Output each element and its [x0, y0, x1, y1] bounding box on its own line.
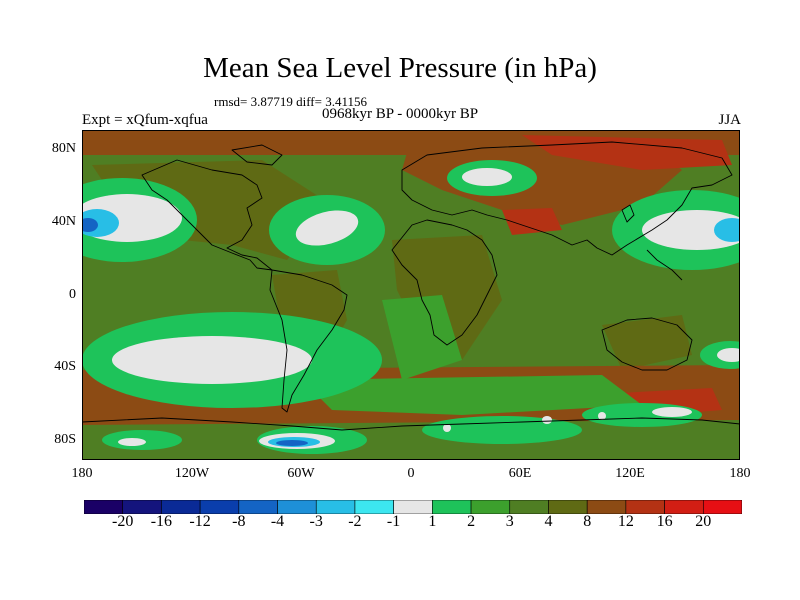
colorbar-swatch — [432, 500, 472, 514]
colorbar-swatch — [509, 500, 549, 514]
colorbar-swatch — [664, 500, 704, 514]
colorbar-swatch — [393, 500, 433, 514]
coast-australia — [601, 317, 693, 371]
colorbar-label: -3 — [309, 513, 323, 530]
field-arctic-white — [462, 168, 512, 186]
colorbar-label: 4 — [544, 513, 553, 530]
coast-antarctica — [82, 417, 740, 431]
field-layer — [82, 130, 740, 460]
period-label: 0968kyr BP - 0000kyr BP — [322, 106, 479, 122]
colorbar-swatch — [702, 500, 742, 514]
field-npac-blue — [82, 218, 98, 232]
colorbar-swatch — [625, 500, 665, 514]
field-natl-white — [295, 210, 359, 246]
coast-japan — [621, 204, 635, 223]
colorbar-swatch — [354, 500, 394, 514]
colorbar-swatch — [548, 500, 588, 514]
colorbar-swatch — [277, 500, 317, 514]
field-australia — [602, 315, 692, 370]
lon-tick: 60E — [508, 466, 532, 481]
experiment-label: Expt = xQfum-xqfua — [82, 112, 208, 128]
colorbar-label: 2 — [467, 513, 476, 530]
colorbar-label: 16 — [656, 513, 673, 530]
colorbar-label: -4 — [270, 513, 285, 530]
coast-north-america — [141, 159, 273, 271]
colorbar-label: -20 — [112, 513, 134, 530]
field-ant-green-4 — [422, 416, 582, 444]
field-ant-white-3 — [652, 407, 692, 417]
colorbar-swatch — [238, 500, 278, 514]
field-ant-white-4 — [443, 424, 451, 432]
colorbar-label: 12 — [617, 513, 634, 530]
colorbar-label: -8 — [232, 513, 246, 530]
field-sio-white — [717, 348, 740, 362]
lat-tick: 40N — [51, 214, 76, 229]
season-label: JJA — [718, 112, 741, 128]
stats-label: rmsd= 3.87719 diff= 3.41156 — [214, 94, 367, 109]
coast-indonesia — [646, 249, 683, 281]
colorbar-label: -2 — [348, 513, 362, 530]
colorbar-label: 8 — [583, 513, 592, 530]
field-arabia-max — [502, 208, 562, 235]
colorbar-swatch — [470, 500, 511, 514]
colorbar-swatch — [315, 500, 356, 514]
colorbar-swatch — [586, 500, 627, 514]
lon-tick: 180 — [71, 466, 93, 481]
field-ant-white-5 — [542, 416, 552, 424]
colorbar — [84, 500, 742, 514]
lat-tick: 0 — [69, 287, 76, 302]
lat-tick: 80S — [54, 432, 76, 447]
colorbar-label: -1 — [386, 513, 401, 530]
field-wpac-cyan — [714, 218, 740, 242]
colorbar-swatch — [199, 500, 240, 514]
coast-eurasia — [401, 141, 733, 256]
field-spac-white — [112, 336, 312, 384]
field-south-atlantic — [302, 375, 642, 415]
coastlines — [82, 141, 740, 431]
coast-greenland — [231, 144, 283, 166]
colorbar-swatch — [84, 500, 124, 514]
colorbar-swatch — [122, 500, 162, 514]
field-ant-white-1 — [118, 438, 146, 446]
lon-tick: 120W — [174, 466, 210, 481]
coast-africa — [391, 219, 498, 346]
lon-tick: 180 — [729, 466, 751, 481]
colorbar-label: 20 — [695, 513, 712, 530]
lat-tick: 80N — [51, 141, 76, 156]
colorbar-label: 1 — [428, 513, 437, 530]
colorbar-swatch — [161, 500, 201, 514]
lon-tick: 0 — [407, 466, 415, 481]
field-ant-white-6 — [598, 412, 606, 420]
map-frame — [82, 130, 740, 460]
lat-tick: 40S — [54, 359, 76, 374]
field-ant-blue — [276, 440, 308, 446]
coast-south-america — [269, 269, 348, 413]
plot-title: Mean Sea Level Pressure (in hPa) — [203, 52, 597, 84]
lon-tick: 120E — [615, 466, 645, 481]
colorbar-label: -12 — [189, 513, 211, 530]
colorbar-label: -16 — [150, 513, 173, 530]
lon-tick: 60W — [287, 466, 315, 481]
pressure-map — [82, 130, 740, 460]
field-atlantic-band — [382, 295, 462, 380]
colorbar-label: 3 — [505, 513, 514, 530]
